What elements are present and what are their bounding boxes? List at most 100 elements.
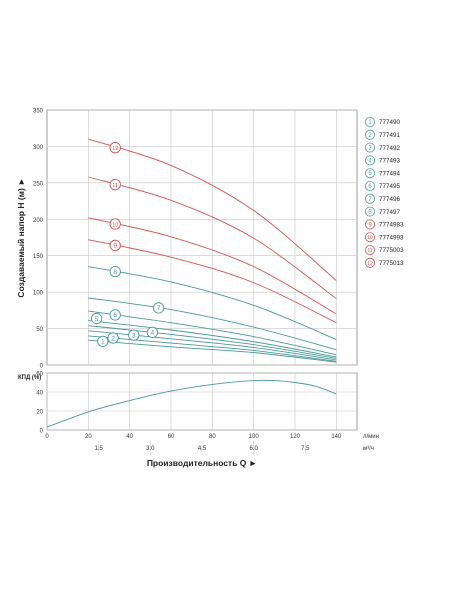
head-y-tick-label: 100 [33,291,44,297]
legend-marker-11 [364,244,375,255]
head-curve-5 [88,320,337,358]
legend-marker-label: 7 [368,197,372,203]
head-y-tick-label: 200 [33,218,44,224]
curve-marker-10 [109,218,121,230]
legend-marker-label: 1 [368,120,372,126]
m3h-tick-label: 1.5 [94,446,103,452]
eff-x-tick-label: 40 [126,434,133,440]
curve-marker-8 [109,265,121,278]
m3h-tick-label: 3.0 [146,446,155,452]
legend-marker-label: 12 [367,261,373,267]
eff-y-tick-label: 40 [36,391,43,397]
head-y-tick-label: 0 [40,364,44,370]
eff-x-tick-label: 100 [249,434,260,440]
head-curve-6 [88,310,337,356]
eff-x-tick-label: 120 [290,434,301,440]
m3h-tick-label: 4.5 [198,446,207,452]
curve-marker-7 [152,302,165,314]
head-y-tick-label: 250 [33,181,44,187]
legend-marker-7 [364,193,375,204]
eff-y-tick-label: 60 [36,372,43,378]
eff-x-tick-label: 80 [209,434,216,440]
curve-marker-label: 3 [132,332,136,339]
curve-marker-1 [97,335,109,348]
curve-marker-label: 8 [113,269,117,276]
legend-marker-3 [364,142,375,153]
legend-entry-label: 7775013 [379,260,404,267]
curve-marker-4 [146,326,159,339]
legend-entry-label: 777490 [379,119,401,126]
curve-marker-label: 12 [112,146,118,152]
head-y-tick-label: 300 [33,145,44,151]
legend-marker-6 [364,180,375,191]
head-curve-2 [88,335,337,362]
legend-entry-label: 777496 [379,196,401,203]
head-curve-7 [88,297,337,351]
curve-marker-label: 1 [101,339,105,346]
legend-marker-label: 10 [367,235,373,241]
legend-marker-label: 9 [368,222,372,228]
eff-y-tick-label: 20 [36,410,43,416]
legend-entry-label: 7774983 [379,222,404,229]
efficiency-curve [46,379,337,428]
eff-x-tick-label: 60 [168,434,175,440]
curve-marker-2 [107,332,119,344]
legend-marker-5 [364,168,375,179]
head-y-tick-label: 350 [33,109,44,115]
head-curve-10 [88,217,337,315]
legend-marker-label: 5 [368,171,372,177]
curve-marker-label: 11 [112,183,118,189]
curve-marker-label: 7 [157,305,161,312]
curve-marker-label: 2 [111,335,115,342]
m3h-tick-label: 7.5 [301,446,310,452]
m3h-unit-label: м³/ч [363,446,374,452]
eff-y-tick-label: 0 [40,429,44,435]
curve-marker-5 [90,312,103,325]
legend-marker-4 [364,155,375,166]
x-axis-title: Производительность Q ► [147,458,257,468]
m3h-tick-label: 6.0 [249,446,258,452]
legend-entry-label: 777497 [379,209,401,216]
legend-entry-label: 7775003 [379,247,404,254]
curve-marker-label: 4 [151,330,155,337]
head-curve-3 [88,330,337,361]
curve-marker-12 [109,142,121,154]
curve-marker-label: 9 [113,243,117,250]
legend-marker-label: 3 [368,146,372,152]
curve-marker-6 [109,309,121,321]
legend-marker-10 [364,232,375,243]
legend-entry-label: 777494 [379,170,401,177]
x-unit-label: л/мин [363,434,379,440]
legend-marker-label: 4 [368,158,372,164]
legend-marker-12 [364,257,375,268]
eff-plot-frame [46,372,358,431]
head-curve-11 [88,176,337,300]
legend-entry-label: 777495 [379,183,401,190]
curve-marker-9 [109,239,121,252]
head-y-axis-label: Создаваемый напор H (м) ► [16,177,26,297]
legend-marker-label: 8 [368,210,372,216]
legend-marker-label: 2 [368,133,372,139]
legend-entry-label: 777493 [379,158,401,165]
curve-marker-3 [128,329,140,341]
eff-x-tick-label: 140 [331,434,342,440]
head-curve-8 [88,266,337,340]
legend-marker-9 [364,219,375,230]
head-curve-12 [88,138,337,281]
curve-marker-label: 6 [113,312,117,319]
curve-marker-label: 5 [95,316,99,323]
eff-x-tick-label: 20 [85,434,92,440]
curve-marker-label: 10 [112,222,118,228]
legend-marker-2 [364,129,375,140]
head-curve-1 [88,339,337,363]
legend-entry-label: 7774993 [379,234,404,241]
legend-marker-label: 11 [367,248,372,254]
head-curve-4 [88,325,337,359]
curve-marker-11 [109,178,121,191]
legend-entry-label: 777491 [379,132,401,139]
eff-y-axis-label: КПД (%) [18,375,41,381]
legend-entry-label: 777492 [379,145,401,152]
head-y-tick-label: 150 [33,254,44,260]
